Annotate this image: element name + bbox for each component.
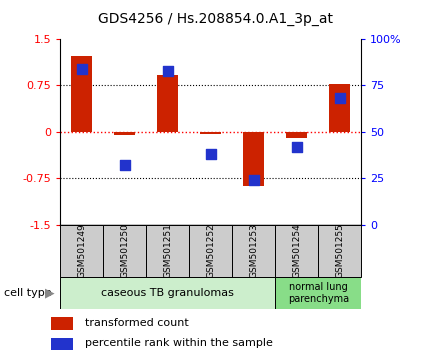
Point <box>121 162 128 168</box>
Bar <box>60 277 275 309</box>
Bar <box>157 75 178 132</box>
Bar <box>71 56 92 132</box>
Text: cell type: cell type <box>4 288 52 298</box>
Point <box>207 151 214 157</box>
Point <box>250 177 257 183</box>
Text: ▶: ▶ <box>45 286 55 299</box>
Text: GSM501254: GSM501254 <box>292 223 301 278</box>
Bar <box>286 132 307 138</box>
Text: GSM501249: GSM501249 <box>77 223 86 278</box>
Text: GSM501252: GSM501252 <box>206 223 215 278</box>
Bar <box>200 132 221 134</box>
Bar <box>232 225 275 277</box>
Bar <box>329 84 350 132</box>
Bar <box>243 132 264 186</box>
Bar <box>103 225 146 277</box>
Bar <box>114 132 135 135</box>
Bar <box>51 338 73 350</box>
Text: transformed count: transformed count <box>85 318 188 328</box>
Point <box>293 144 300 149</box>
Text: GDS4256 / Hs.208854.0.A1_3p_at: GDS4256 / Hs.208854.0.A1_3p_at <box>98 12 332 27</box>
Text: normal lung
parenchyma: normal lung parenchyma <box>288 282 349 304</box>
Bar <box>60 225 103 277</box>
Bar <box>146 225 189 277</box>
Text: GSM501255: GSM501255 <box>335 223 344 278</box>
Bar <box>275 225 318 277</box>
Text: caseous TB granulomas: caseous TB granulomas <box>101 288 234 298</box>
Bar <box>318 225 361 277</box>
Text: GSM501251: GSM501251 <box>163 223 172 278</box>
Bar <box>189 225 232 277</box>
Text: GSM501250: GSM501250 <box>120 223 129 278</box>
Text: percentile rank within the sample: percentile rank within the sample <box>85 338 273 348</box>
Bar <box>275 277 361 309</box>
Point <box>164 68 171 73</box>
Text: GSM501253: GSM501253 <box>249 223 258 278</box>
Point <box>78 66 85 72</box>
Bar <box>51 318 73 330</box>
Point <box>336 96 343 101</box>
